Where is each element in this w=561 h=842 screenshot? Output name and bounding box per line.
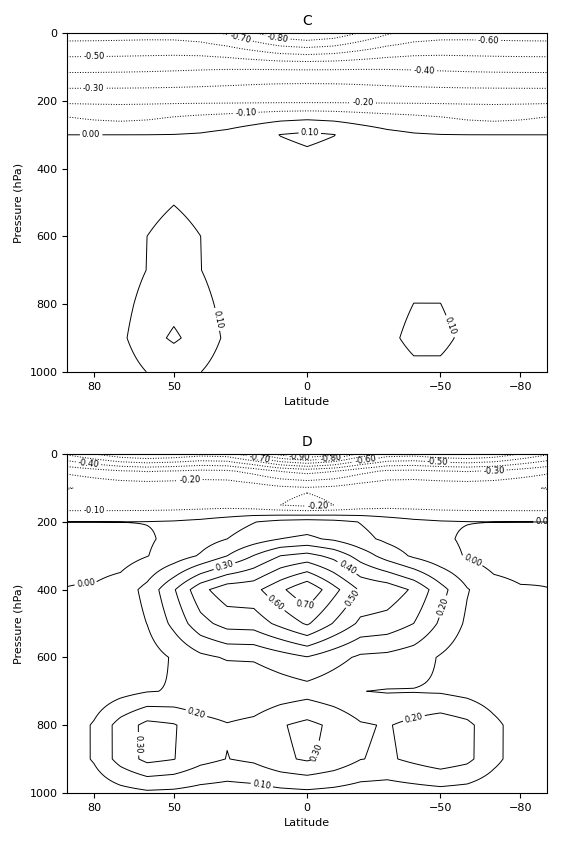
Text: -0.10: -0.10: [83, 506, 104, 515]
Text: 0.20: 0.20: [404, 711, 424, 724]
Text: -0.80: -0.80: [320, 453, 342, 464]
Text: 0.00: 0.00: [76, 578, 95, 589]
Y-axis label: Pressure (hPa): Pressure (hPa): [14, 584, 24, 663]
Text: 0.30: 0.30: [309, 742, 324, 763]
Text: 0.30: 0.30: [134, 734, 143, 753]
Text: -0.80: -0.80: [266, 32, 289, 44]
Text: 0.10: 0.10: [301, 128, 319, 137]
Text: 0.60: 0.60: [266, 594, 286, 613]
Text: 0.40: 0.40: [337, 559, 357, 577]
Text: -0.40: -0.40: [77, 458, 100, 469]
Text: 0.20: 0.20: [186, 706, 206, 720]
Text: 0.00: 0.00: [82, 131, 100, 139]
Text: -0.30: -0.30: [83, 83, 104, 93]
Title: C: C: [302, 13, 312, 28]
Text: -0.20: -0.20: [179, 475, 201, 485]
Text: -0.70: -0.70: [229, 31, 252, 45]
Text: -0.20: -0.20: [352, 99, 374, 108]
X-axis label: Latitude: Latitude: [284, 818, 330, 829]
Text: 0.10: 0.10: [252, 779, 272, 791]
Title: D: D: [302, 434, 312, 449]
Y-axis label: Pressure (hPa): Pressure (hPa): [14, 163, 24, 242]
Text: -0.70: -0.70: [248, 451, 270, 464]
Text: -0.50: -0.50: [427, 457, 449, 467]
Text: -0.60: -0.60: [355, 454, 377, 466]
Text: 0.70: 0.70: [295, 599, 315, 610]
Text: 0.00: 0.00: [462, 552, 482, 568]
Text: 0.10: 0.10: [443, 316, 458, 336]
Text: 0.30: 0.30: [214, 559, 234, 573]
Text: -0.10: -0.10: [235, 108, 257, 118]
Text: 0.00: 0.00: [535, 518, 554, 526]
Text: -0.50: -0.50: [83, 52, 104, 61]
Text: -0.30: -0.30: [483, 466, 505, 476]
Text: -0.90: -0.90: [288, 451, 310, 461]
Text: -0.20: -0.20: [307, 501, 329, 510]
Text: -0.60: -0.60: [477, 35, 499, 45]
Text: 0.50: 0.50: [343, 589, 361, 609]
Text: -0.40: -0.40: [413, 66, 435, 75]
X-axis label: Latitude: Latitude: [284, 397, 330, 408]
Text: 0.10: 0.10: [211, 309, 224, 329]
Text: 0.20: 0.20: [436, 596, 450, 616]
